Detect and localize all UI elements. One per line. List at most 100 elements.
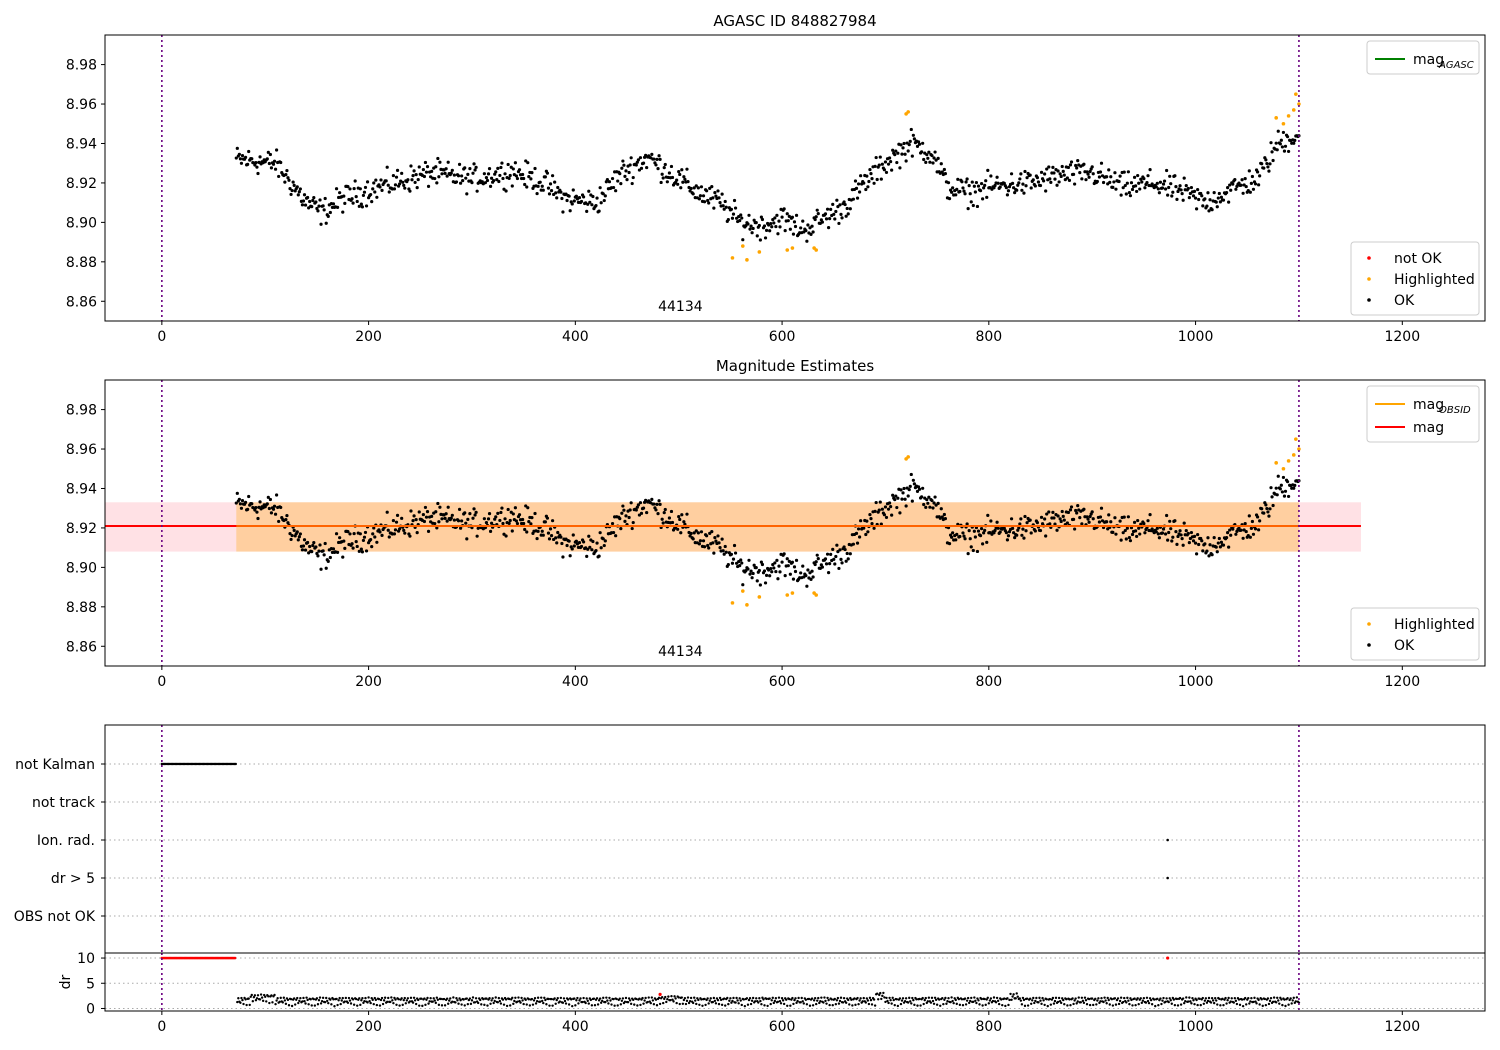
ok-point <box>814 215 818 219</box>
ok-point <box>679 186 683 190</box>
ok-point <box>770 570 774 574</box>
ok-point <box>790 560 795 564</box>
dr-point <box>1003 997 1006 1000</box>
ok-point <box>1280 490 1284 494</box>
ok-point <box>443 171 447 175</box>
ok-point <box>846 212 850 216</box>
ok-point <box>984 179 988 183</box>
dr-point <box>575 999 578 1002</box>
ok-point <box>1161 182 1166 186</box>
ok-point <box>711 541 715 545</box>
ok-point <box>1052 516 1056 520</box>
dr-point <box>799 1001 802 1004</box>
dr-point <box>642 1002 645 1005</box>
highlighted-point <box>1291 108 1296 112</box>
ok-point <box>982 186 986 190</box>
agasc-legend-marker-label: not OK <box>1394 251 1442 267</box>
ok-point <box>1098 515 1103 519</box>
ok-point <box>998 185 1002 189</box>
dr-point <box>918 997 921 1001</box>
dr-point <box>977 999 980 1002</box>
dr-point <box>1191 996 1194 1000</box>
dr-point <box>1234 999 1238 1003</box>
dr-point <box>759 999 762 1003</box>
ok-point <box>1156 532 1160 536</box>
ok-point <box>555 196 559 200</box>
dr-point <box>253 994 257 997</box>
ok-point <box>694 184 698 188</box>
ok-point <box>463 166 467 170</box>
ok-point <box>1138 187 1142 191</box>
ok-point <box>446 160 450 164</box>
dr-point <box>403 996 406 1000</box>
ok-point <box>751 571 755 576</box>
dr-point <box>988 999 992 1002</box>
dr-point <box>347 996 351 1000</box>
dr-point <box>1133 997 1136 1000</box>
dr-point <box>729 997 732 1000</box>
ok-point <box>394 175 399 179</box>
dr-point <box>424 1003 427 1007</box>
dr-point <box>853 997 856 1000</box>
ok-point <box>400 171 404 175</box>
dr-point <box>646 1000 649 1004</box>
ok-point <box>641 161 646 165</box>
dr-point <box>1001 1003 1004 1007</box>
ok-point <box>1049 180 1053 184</box>
dr-point <box>1117 1002 1121 1006</box>
dr-point <box>348 999 352 1002</box>
ok-point <box>656 167 660 171</box>
ok-point <box>1218 545 1222 549</box>
dr-point <box>651 999 655 1002</box>
dr-point <box>643 999 646 1002</box>
ok-point <box>1251 187 1256 191</box>
dr-point <box>1000 998 1003 1001</box>
dr-point <box>926 1000 930 1003</box>
ok-point <box>385 165 389 169</box>
dr-point <box>256 994 260 997</box>
dr-point <box>1145 996 1149 999</box>
dr-point <box>1099 1000 1102 1003</box>
ok-point <box>848 552 852 556</box>
ok-point <box>1285 480 1290 484</box>
dr-point <box>950 996 953 999</box>
dr-point <box>760 1003 763 1006</box>
dr-point <box>382 999 386 1002</box>
ok-point <box>1274 486 1278 490</box>
dr-point <box>1039 999 1042 1002</box>
ok-point <box>627 515 631 520</box>
ok-point <box>1228 183 1232 187</box>
ok-point <box>371 532 375 536</box>
ok-point <box>430 169 434 173</box>
ok-point <box>1107 168 1111 172</box>
ok-point <box>943 517 948 521</box>
ok-point <box>610 521 615 526</box>
ok-point <box>836 550 840 554</box>
ok-point <box>912 482 916 486</box>
dr-point <box>1182 1001 1186 1005</box>
ok-point <box>400 516 404 520</box>
ok-point <box>1028 518 1032 522</box>
dr-point <box>1149 998 1153 1002</box>
ok-point <box>402 528 406 532</box>
dr-point <box>1195 998 1198 1002</box>
ok-point <box>922 502 926 507</box>
ok-point <box>839 212 843 216</box>
ok-point <box>567 539 571 543</box>
ok-point <box>1114 187 1118 191</box>
ok-point <box>1285 135 1290 139</box>
dr-point <box>677 996 680 999</box>
highlighted-point <box>1274 116 1278 120</box>
ok-point <box>1075 511 1079 515</box>
ok-point <box>778 570 782 574</box>
dr-point <box>1241 1004 1245 1008</box>
ok-point <box>799 226 803 230</box>
ok-point <box>301 199 306 203</box>
dr-point <box>516 1000 519 1003</box>
ok-point <box>845 206 849 211</box>
highlighted-point <box>1281 121 1286 126</box>
ok-point <box>1029 531 1033 535</box>
ok-point <box>506 507 510 512</box>
dr-point <box>949 1000 952 1004</box>
ok-point <box>470 181 474 185</box>
